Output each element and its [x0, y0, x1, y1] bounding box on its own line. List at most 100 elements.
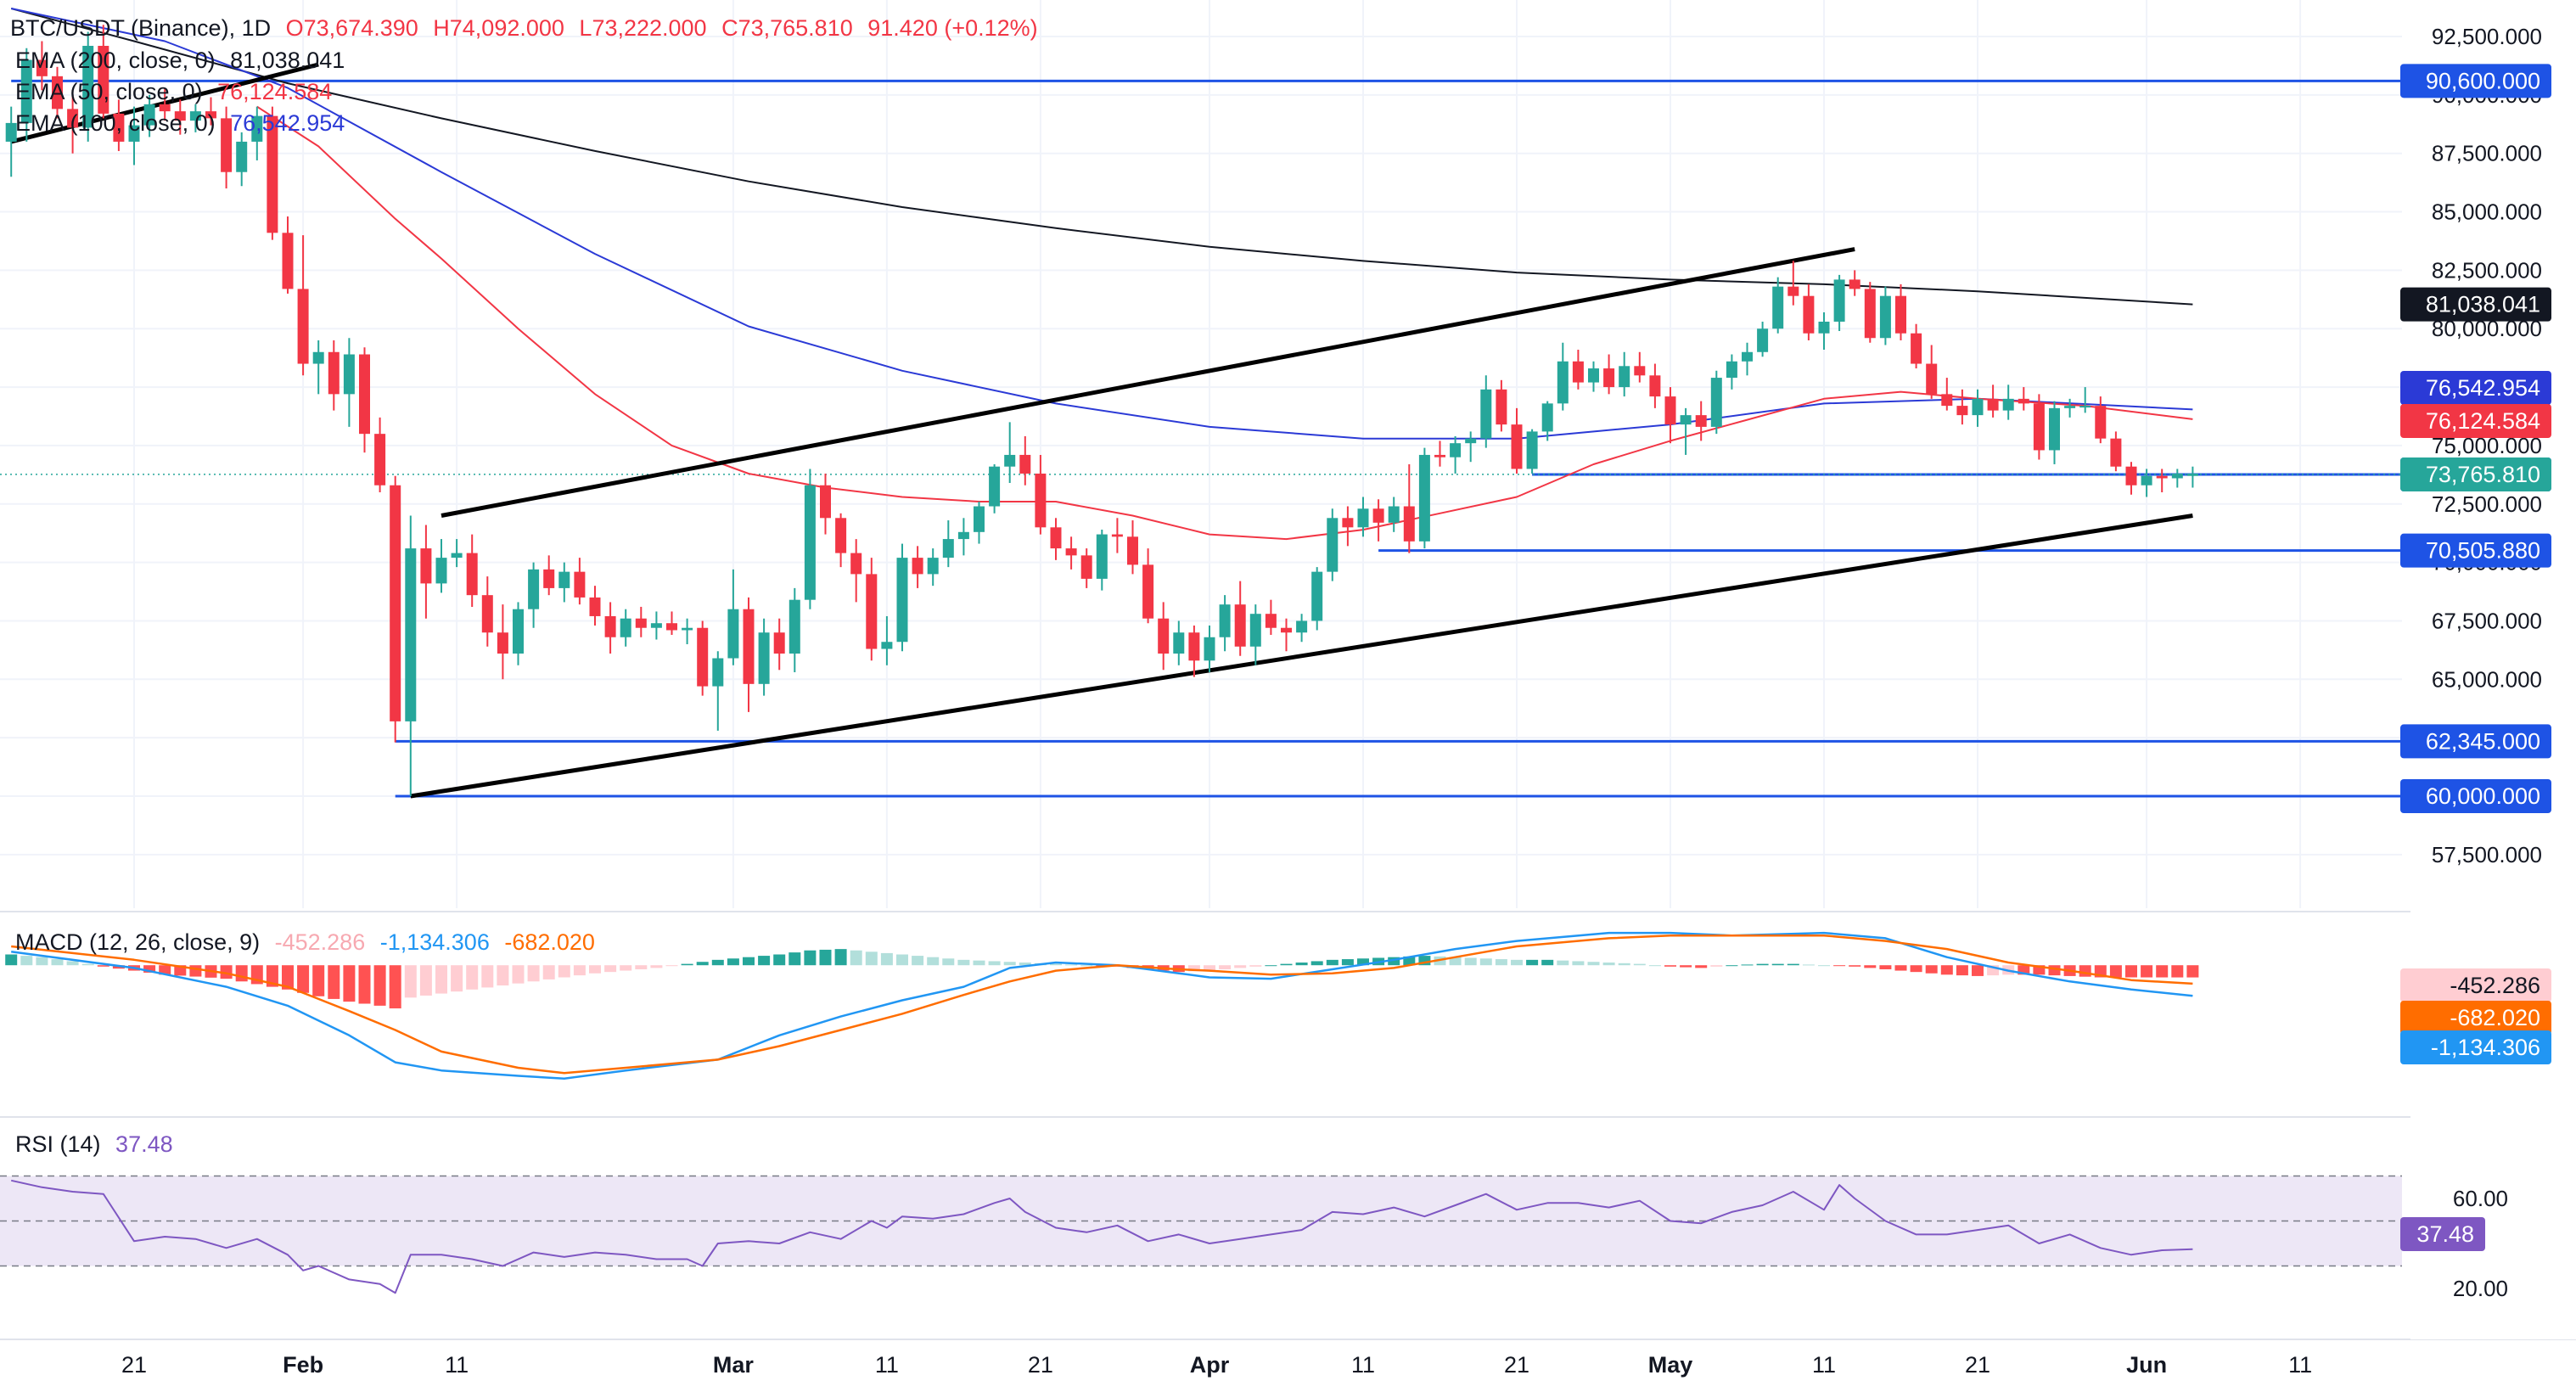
candle-body: [435, 558, 447, 584]
macd-signal-line: [11, 934, 2193, 1075]
candle-body: [896, 558, 908, 643]
macd-histogram-bar: [266, 965, 278, 987]
candle-body: [2110, 438, 2122, 467]
macd-histogram-bar: [896, 954, 908, 966]
candle-body: [297, 289, 309, 364]
candle-body: [1142, 564, 1154, 619]
macd-histogram-bar: [36, 957, 48, 966]
candle-body: [1895, 295, 1906, 334]
macd-histogram-bar: [435, 965, 447, 994]
macd-histogram-bar: [1802, 964, 1815, 966]
time-tick-label: Jun: [2126, 1352, 2167, 1378]
macd-histogram-bar: [1557, 960, 1569, 966]
macd-histogram-bar: [312, 965, 325, 996]
candle-body: [942, 539, 954, 558]
candle-body: [405, 548, 417, 721]
candle-body: [1941, 394, 1953, 407]
macd-line-value: -1,134.306: [379, 929, 490, 955]
macd-histogram-bar: [466, 965, 479, 990]
macd-histogram-bar: [419, 965, 432, 996]
candle-body: [804, 485, 816, 600]
time-tick-label: 11: [875, 1352, 899, 1378]
ema200-line: [10, 8, 2193, 306]
macd-histogram-bar: [850, 950, 862, 966]
macd-histogram-bar: [973, 960, 985, 966]
candle-body: [1281, 627, 1292, 633]
macd-histogram-bar: [1280, 963, 1293, 966]
candle-body: [1080, 555, 1092, 579]
candle-body: [113, 113, 125, 142]
macd-histogram-bar: [1849, 965, 1861, 967]
candle-body: [1772, 286, 1784, 329]
candle-body: [1818, 321, 1830, 334]
macd-histogram-bar: [727, 958, 739, 966]
candle-body: [528, 569, 540, 609]
candle-body: [1127, 536, 1138, 565]
candle-body: [543, 569, 555, 588]
indicator-price-tag-bg: [2400, 457, 2551, 491]
macd-histogram-bar: [558, 965, 570, 978]
trendlines: [10, 62, 2193, 799]
macd-histogram-bar: [1003, 962, 1016, 966]
macd-label: MACD (12, 26, close, 9): [15, 929, 261, 955]
macd-histogram-bar: [2156, 965, 2169, 978]
candle-body: [1956, 406, 1968, 416]
macd-histogram-bar: [665, 965, 678, 967]
macd-histogram-bar: [1664, 965, 1676, 967]
candle-body: [420, 548, 432, 584]
macd-hist-value: -452.286: [274, 929, 366, 955]
macd-histogram-bar: [1987, 965, 2000, 976]
macd-histogram-bar: [1204, 965, 1215, 971]
candle-body: [2095, 406, 2107, 439]
candle-body: [1450, 443, 1462, 457]
candle-body: [989, 466, 1001, 507]
candle-body: [513, 609, 524, 654]
macd-histogram-bar: [711, 959, 724, 966]
candle-body: [1710, 378, 1722, 427]
ema100-legend[interactable]: EMA (100, close, 0) 76,542.954: [15, 110, 353, 137]
macd-histogram-bar: [1464, 957, 1477, 966]
trendline: [410, 514, 2193, 799]
macd-histogram-bar: [451, 965, 463, 992]
candle-body: [558, 571, 570, 588]
candle-body: [881, 642, 893, 649]
macd-legend[interactable]: MACD (12, 26, close, 9) -452.286 -1,134.…: [15, 929, 603, 956]
macd-histogram-bar: [1449, 957, 1462, 966]
ema50-line: [256, 105, 2193, 541]
macd-histogram-bar: [1295, 963, 1308, 966]
price-labels: 90,600.00073,762.90070,505.88062,345.000…: [2400, 64, 2551, 1251]
candle-body: [2125, 466, 2137, 486]
ema50-legend[interactable]: EMA (50, close, 0) 76,124.584: [15, 79, 340, 105]
grid: [0, 0, 2402, 908]
candle-body: [143, 104, 155, 126]
candle-body: [159, 104, 171, 112]
macd-histogram-bar: [1234, 965, 1247, 968]
macd-histogram-bar: [1726, 965, 1738, 967]
price-tick-label: 85,000.000: [2432, 199, 2542, 225]
macd-histogram-bar: [1418, 956, 1431, 966]
candle-body: [635, 618, 647, 628]
symbol-label[interactable]: BTC/USDT (Binance), 1D: [10, 15, 272, 41]
macd-histogram-bar: [1787, 963, 1799, 966]
candle-body: [497, 632, 508, 654]
price-tick-label: 67,500.000: [2432, 608, 2542, 633]
macd-histogram-bar: [912, 956, 924, 966]
candle-body: [312, 351, 324, 364]
macd-histogram-bar: [1741, 964, 1754, 966]
ema200-label: EMA (200, close, 0): [15, 48, 216, 73]
candle-body: [1726, 361, 1737, 379]
macd-histogram-bar: [1357, 958, 1369, 966]
macd-histogram-bar: [2186, 965, 2199, 978]
macd-histogram-bar: [97, 965, 109, 967]
candle-body: [866, 574, 878, 649]
macd-histogram-bar: [2109, 965, 2122, 978]
macd-histogram-bar: [235, 965, 248, 982]
candle-body: [189, 111, 201, 121]
time-tick-label: 21: [121, 1352, 147, 1378]
macd-histogram-bar: [328, 965, 340, 999]
candle-body: [1695, 415, 1707, 427]
level-price-tag-bg: [2400, 724, 2551, 759]
ema200-legend[interactable]: EMA (200, close, 0) 81,038.041: [15, 48, 353, 74]
rsi-legend[interactable]: RSI (14) 37.48: [15, 1131, 182, 1158]
